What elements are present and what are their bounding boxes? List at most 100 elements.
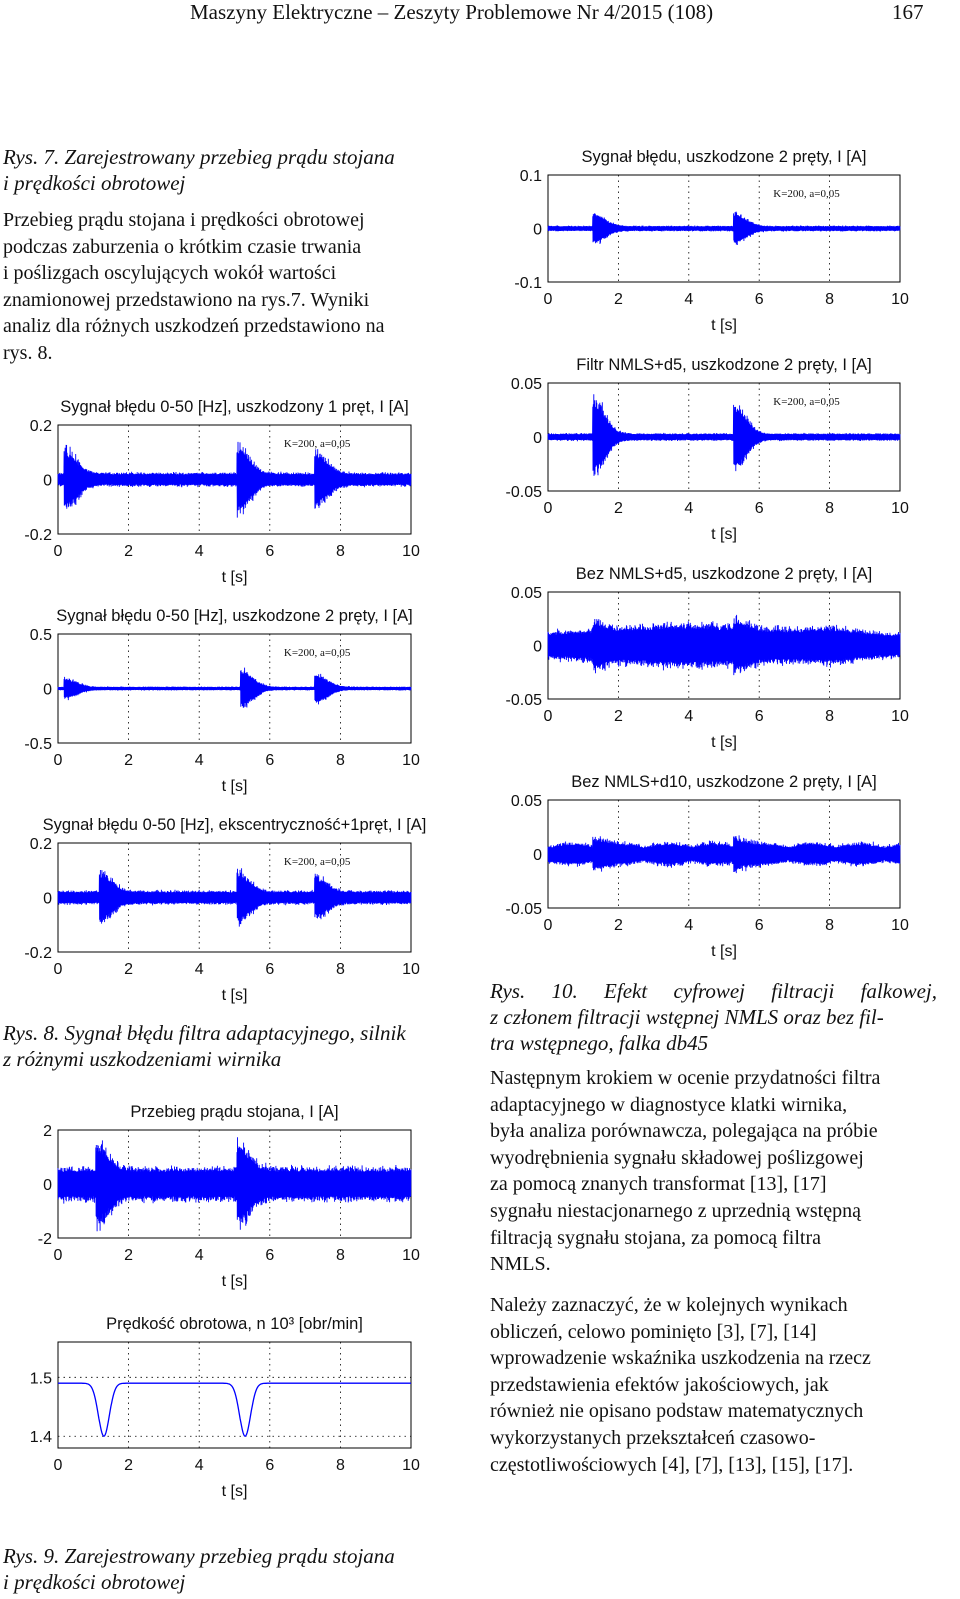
signal-series (547, 211, 901, 246)
x-tick-label: 8 (825, 917, 834, 934)
x-tick-label: 10 (402, 543, 420, 560)
y-tick-label: 0 (43, 682, 52, 699)
chart-5: Prędkość obrotowa, n 10³ [obr/min] 0 2 4 6 8 1… (30, 1315, 420, 1500)
x-tick-label: 4 (684, 708, 693, 725)
chart-title: Sygnał błędu 0-50 [Hz], uszkodzone 2 prę… (56, 607, 412, 625)
y-tick-label: 0 (533, 430, 542, 447)
x-tick-label: 4 (684, 917, 693, 934)
text-line: wprowadzenie wskaźnika uszkodzenia na rz… (490, 1347, 871, 1370)
x-tick-label: 2 (124, 1457, 133, 1474)
x-tick-label: 2 (614, 708, 623, 725)
text-line: adaptacyjnego w diagnostyce klatki wirni… (490, 1093, 848, 1116)
x-tick-label: 10 (891, 708, 909, 725)
x-tick-label: 2 (124, 961, 133, 978)
y-tick-label: 0.5 (30, 627, 52, 644)
text-line: za pomocą znanych transformat [13], [17] (490, 1173, 827, 1196)
text-line: Następnym krokiem w ocenie przydatności … (490, 1067, 881, 1089)
y-tick-label: -0.2 (24, 527, 52, 544)
x-tick-label: 0 (54, 752, 63, 769)
x-tick-label: 8 (336, 1457, 345, 1474)
x-tick-label: 2 (124, 543, 133, 560)
x-tick-label: 10 (402, 961, 420, 978)
x-tick-label: 4 (684, 500, 693, 517)
signal-series (547, 835, 901, 874)
caption-line: Rys. 10. Efekt cyfrowej filtracji falkow… (490, 979, 937, 1003)
x-tick-label: 0 (54, 543, 63, 560)
paragraph-comparison: Następnym krokiem w ocenie przydatności … (490, 1065, 937, 1278)
x-tick-label: 2 (614, 917, 623, 934)
caption-line: z członem filtracji wstępnej NMLS oraz b… (490, 1005, 884, 1029)
x-tick-label: 6 (755, 917, 764, 934)
text-line: była analiza porównawcza, polegająca na … (490, 1120, 878, 1143)
x-tick-label: 0 (544, 291, 553, 308)
x-tick-label: 6 (755, 291, 764, 308)
text-line: przedstawienia efektów jakościowych, jak (490, 1373, 829, 1396)
figure-caption-rys8: Rys. 8. Sygnał błędu filtra adaptacyjneg… (3, 1020, 453, 1072)
text-line: Należy zaznaczyć, że w kolejnych wynikac… (490, 1294, 848, 1316)
chart-2: Sygnał błędu 0-50 [Hz], uszkodzone 2 prę… (24, 607, 420, 795)
chart-title: Sygnał błędu, uszkodzone 2 pręty, I [A] (582, 148, 867, 166)
text-line: i poślizgach oscylujących wokół wartości (3, 262, 337, 285)
chart-1: Sygnał błędu 0-50 [Hz], uszkodzony 1 prę… (24, 398, 420, 586)
caption-line: i prędkości obrotowej (3, 171, 186, 195)
x-tick-label: 4 (195, 752, 204, 769)
signal-series (547, 614, 901, 676)
figure-caption-rys9: Rys. 9. Zarejestrowany przebieg prądu st… (3, 1543, 453, 1595)
text-line: sygnału niestacjonarnego z uprzednią wst… (490, 1199, 861, 1222)
y-tick-label: 0 (43, 473, 52, 490)
x-tick-label: 10 (402, 1247, 420, 1264)
paragraph-intro: Przebieg prądu stojana i prędkości obrot… (3, 207, 450, 367)
x-tick-label: 6 (265, 543, 274, 560)
text-line: Przebieg prądu stojana i prędkości obrot… (3, 209, 365, 231)
x-tick-label: 0 (54, 961, 63, 978)
x-tick-label: 4 (684, 291, 693, 308)
chart-title: Bez NMLS+d10, uszkodzone 2 pręty, I [A] (571, 773, 877, 791)
x-tick-label: 10 (402, 752, 420, 769)
text-line: wyodrębnienia sygnału składowej poślizgo… (490, 1146, 864, 1169)
x-tick-label: 0 (544, 500, 553, 517)
y-tick-label: 0 (533, 222, 542, 239)
y-tick-label: -0.2 (24, 945, 52, 962)
x-axis-label: t [s] (711, 317, 737, 334)
figure-caption-rys7: Rys. 7. Zarejestrowany przebieg prądu st… (3, 144, 453, 196)
x-tick-label: 8 (825, 291, 834, 308)
x-tick-label: 4 (195, 543, 204, 560)
x-tick-label: 6 (265, 1457, 274, 1474)
signal-series (57, 441, 412, 518)
x-axis-label: t [s] (222, 569, 248, 586)
chart-title: Sygnał błędu 0-50 [Hz], uszkodzony 1 prę… (60, 398, 409, 416)
text-line: wykorzystanych przekształceń czasowo- (490, 1426, 816, 1449)
annotation-label: K=200, a=0,05 (284, 647, 351, 659)
annotation-label: K=200, a=0,05 (773, 396, 840, 408)
plot-frame (57, 1341, 412, 1449)
x-tick-label: 0 (544, 917, 553, 934)
x-tick-label: 10 (891, 291, 909, 308)
x-axis-label: t [s] (222, 987, 248, 1004)
annotation-label: K=200, a=0,05 (284, 856, 351, 868)
caption-line: i prędkości obrotowej (3, 1570, 186, 1594)
y-tick-label: 0 (533, 639, 542, 656)
caption-line: z różnymi uszkodzeniami wirnika (3, 1047, 282, 1071)
text-line: znamionowej przedstawiono na rys.7. Wyni… (3, 288, 370, 311)
y-tick-label: -0.05 (506, 692, 543, 709)
x-tick-label: 8 (825, 708, 834, 725)
x-tick-label: 6 (265, 752, 274, 769)
caption-line: tra wstępnego, falka db45 (490, 1031, 709, 1055)
y-tick-label: -0.1 (514, 275, 542, 292)
y-tick-label: 0.2 (30, 418, 52, 435)
x-tick-label: 6 (755, 500, 764, 517)
page-header: Maszyny Elektryczne – Zeszyty Problemowe… (0, 0, 960, 30)
paragraph-note: Należy zaznaczyć, że w kolejnych wynikac… (490, 1292, 937, 1478)
chart-title: Filtr NMLS+d5, uszkodzone 2 pręty, I [A] (576, 356, 871, 374)
chart-3: Sygnał błędu 0-50 [Hz], ekscentryczność+… (24, 816, 426, 1004)
x-tick-label: 6 (265, 1247, 274, 1264)
caption-line: Rys. 9. Zarejestrowany przebieg prądu st… (3, 1544, 395, 1568)
text-line: rys. 8. (3, 341, 53, 364)
journal-title: Maszyny Elektryczne – Zeszyty Problemowe… (190, 0, 714, 24)
chart-title: Przebieg prądu stojana, I [A] (130, 1103, 338, 1121)
x-axis-label: t [s] (222, 1273, 248, 1290)
y-tick-label: -0.05 (506, 901, 543, 918)
x-tick-label: 0 (54, 1457, 63, 1474)
x-tick-label: 8 (336, 752, 345, 769)
